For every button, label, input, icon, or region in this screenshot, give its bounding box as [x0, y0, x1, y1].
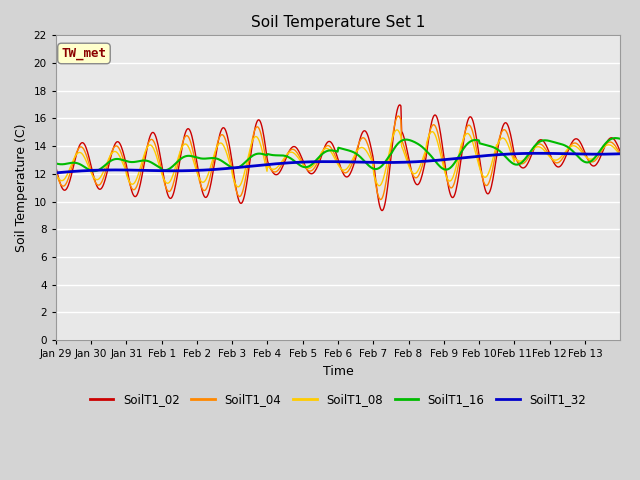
SoilT1_32 [222, 166, 230, 171]
SoilT1_08 [52, 171, 60, 177]
SoilT1_08 [616, 152, 624, 157]
SoilT1_32 [271, 161, 279, 167]
SoilT1_08 [222, 148, 230, 154]
SoilT1_04 [616, 151, 624, 156]
SoilT1_02 [250, 132, 257, 138]
Legend: SoilT1_02, SoilT1_04, SoilT1_08, SoilT1_16, SoilT1_32: SoilT1_02, SoilT1_04, SoilT1_08, SoilT1_… [85, 388, 591, 410]
Title: Soil Temperature Set 1: Soil Temperature Set 1 [251, 15, 425, 30]
Y-axis label: Soil Temperature (C): Soil Temperature (C) [15, 123, 28, 252]
SoilT1_02 [616, 148, 624, 154]
SoilT1_04 [118, 153, 126, 158]
SoilT1_04 [376, 197, 384, 203]
SoilT1_04 [250, 131, 257, 136]
SoilT1_16 [90, 168, 98, 174]
SoilT1_08 [234, 184, 242, 190]
SoilT1_16 [223, 161, 230, 167]
SoilT1_02 [429, 114, 437, 120]
SoilT1_02 [52, 164, 60, 170]
SoilT1_02 [378, 208, 386, 214]
SoilT1_16 [616, 136, 624, 142]
SoilT1_32 [118, 167, 126, 173]
Line: SoilT1_02: SoilT1_02 [56, 105, 620, 211]
SoilT1_32 [396, 159, 404, 165]
SoilT1_02 [398, 129, 406, 134]
SoilT1_08 [394, 127, 401, 133]
SoilT1_02 [222, 128, 230, 134]
Line: SoilT1_16: SoilT1_16 [56, 138, 620, 171]
Line: SoilT1_32: SoilT1_32 [56, 153, 620, 173]
SoilT1_16 [397, 138, 404, 144]
X-axis label: Time: Time [323, 365, 353, 378]
SoilT1_32 [428, 158, 436, 164]
SoilT1_16 [251, 152, 259, 157]
SoilT1_02 [118, 146, 126, 152]
SoilT1_08 [118, 158, 126, 164]
Text: TW_met: TW_met [61, 47, 106, 60]
SoilT1_08 [398, 144, 406, 149]
SoilT1_04 [222, 138, 230, 144]
SoilT1_02 [396, 102, 403, 108]
Line: SoilT1_04: SoilT1_04 [56, 116, 620, 200]
SoilT1_04 [429, 122, 437, 128]
SoilT1_08 [272, 166, 280, 171]
SoilT1_32 [534, 150, 542, 156]
SoilT1_02 [271, 171, 279, 177]
SoilT1_32 [250, 163, 257, 169]
SoilT1_04 [395, 113, 403, 119]
SoilT1_16 [429, 155, 436, 161]
SoilT1_16 [612, 135, 620, 141]
SoilT1_08 [251, 134, 259, 140]
SoilT1_04 [52, 169, 60, 175]
SoilT1_16 [119, 157, 127, 163]
SoilT1_16 [52, 160, 60, 166]
SoilT1_32 [52, 170, 60, 176]
SoilT1_32 [616, 151, 624, 156]
SoilT1_16 [272, 153, 280, 158]
SoilT1_08 [429, 129, 437, 135]
SoilT1_04 [398, 137, 406, 143]
Line: SoilT1_08: SoilT1_08 [56, 130, 620, 187]
SoilT1_04 [271, 169, 279, 175]
